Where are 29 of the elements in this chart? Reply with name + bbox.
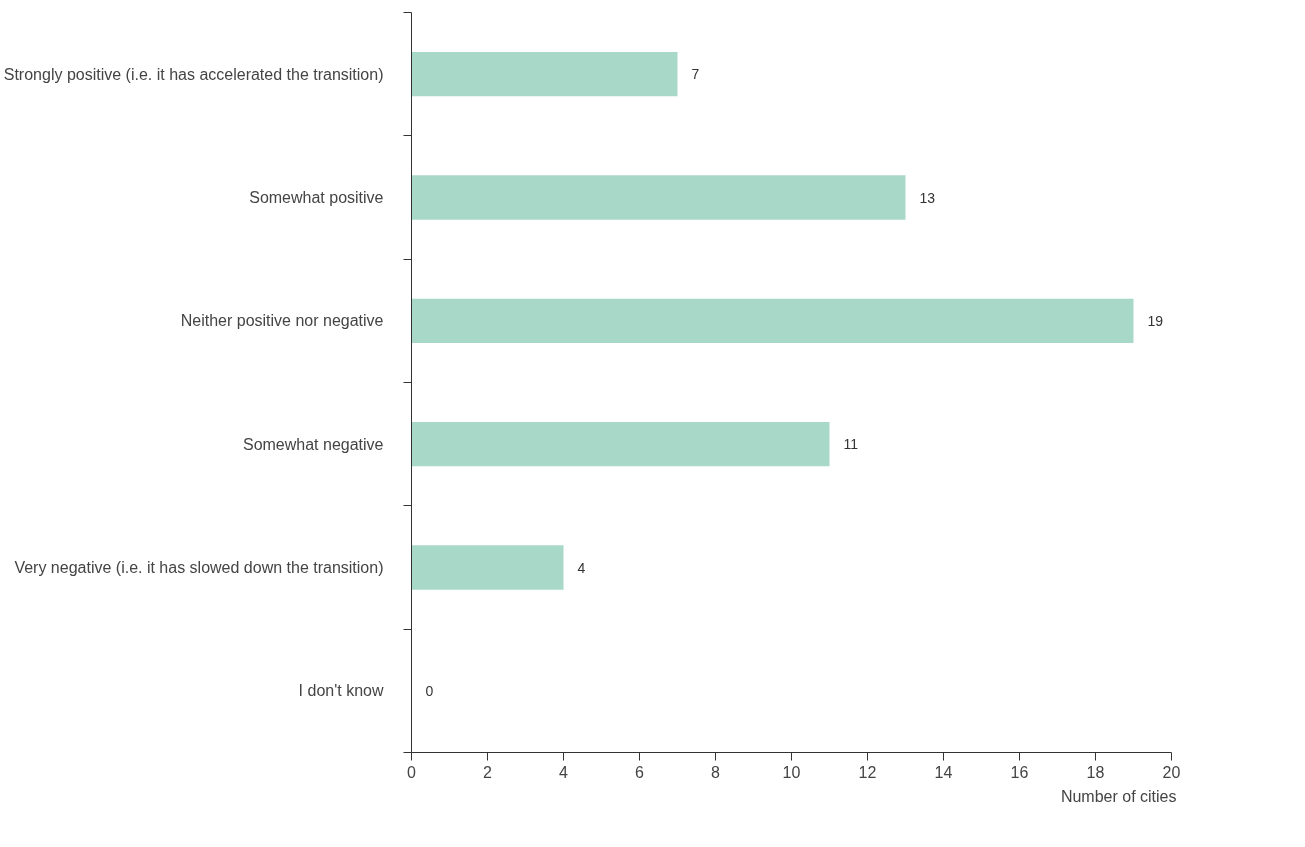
bar — [411, 421, 830, 467]
data-label: 4 — [577, 559, 586, 576]
x-tick-label: 4 — [559, 763, 569, 781]
data-label: 7 — [691, 66, 700, 83]
x-tick-label: 0 — [407, 763, 417, 781]
x-tick-label: 20 — [1162, 763, 1181, 781]
data-label: 13 — [919, 189, 936, 206]
x-tick-label: 16 — [1010, 763, 1029, 781]
data-label: 0 — [425, 682, 434, 699]
x-tick-label: 2 — [483, 763, 493, 781]
y-tick-label: I don't know — [298, 682, 384, 700]
y-tick-label: Somewhat negative — [242, 435, 384, 453]
y-tick-label: Very negative (i.e. it has slowed down the transition) — [14, 559, 384, 576]
x-tick-label: 18 — [1086, 763, 1105, 781]
x-tick-label: 14 — [934, 763, 953, 781]
data-label: 19 — [1147, 312, 1164, 329]
bar — [411, 51, 678, 97]
bar — [411, 298, 1134, 344]
y-tick-label: Somewhat positive — [249, 189, 384, 206]
x-axis-title: Number of cities — [1060, 787, 1177, 805]
bar — [411, 175, 906, 220]
data-label: 11 — [843, 436, 859, 453]
x-tick-label: 6 — [635, 763, 645, 781]
y-tick-label: Neither positive nor negative — [180, 312, 384, 330]
bar — [411, 545, 564, 590]
x-tick-label: 12 — [858, 763, 877, 781]
y-tick-label: Strongly positive (i.e. it has accelerated the transition) — [3, 65, 384, 83]
x-tick-label: 8 — [711, 763, 721, 781]
x-tick-label: 10 — [782, 763, 801, 781]
